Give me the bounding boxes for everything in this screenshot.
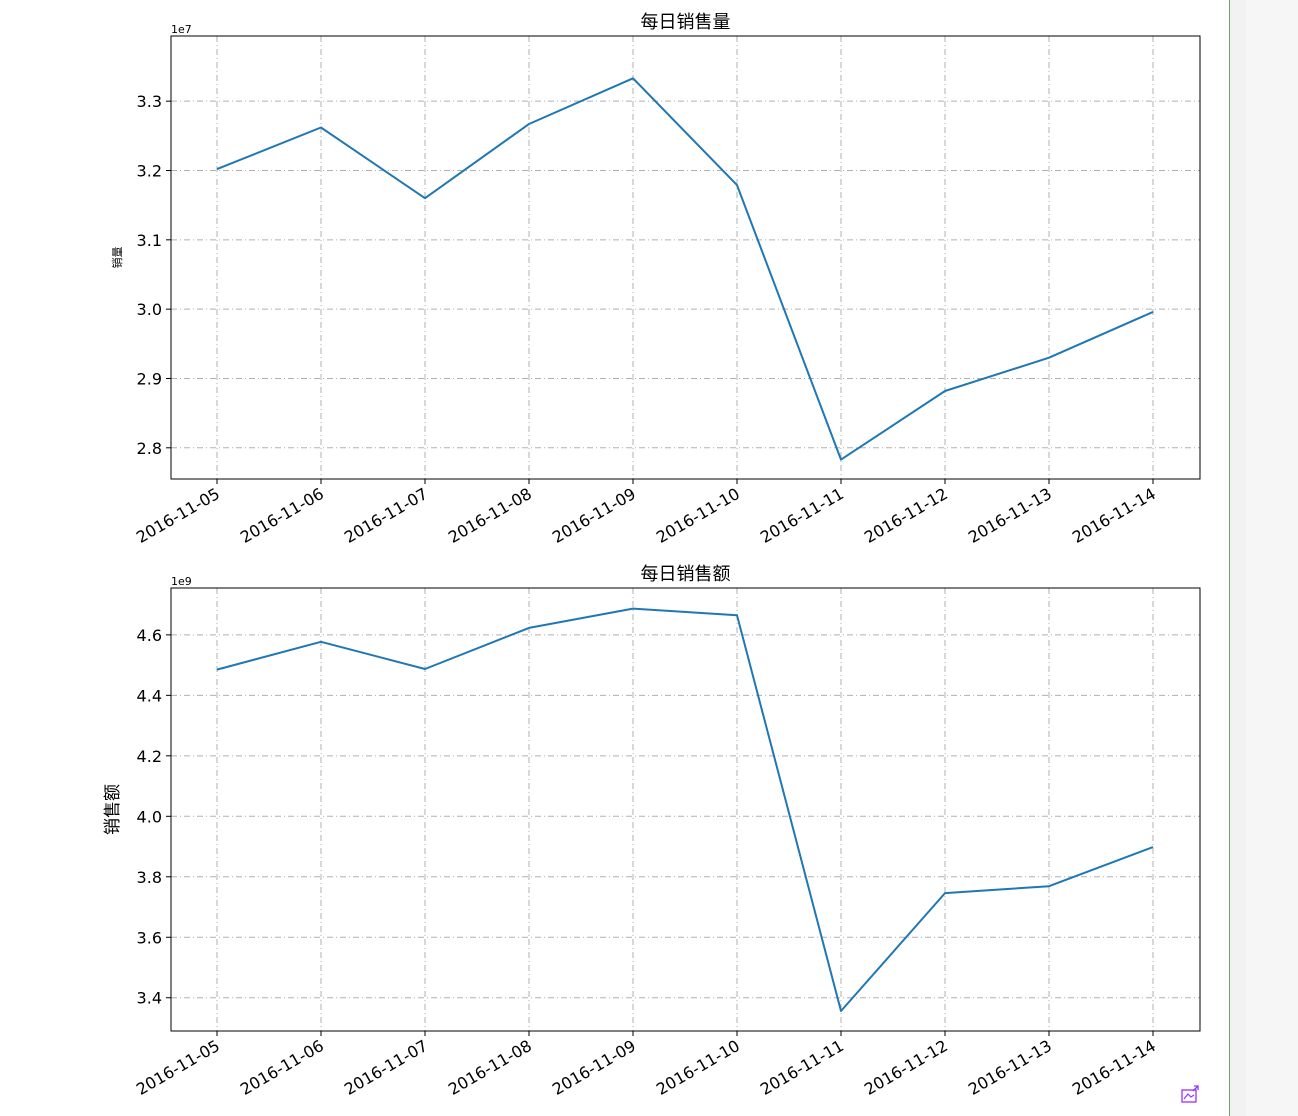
save-icon-arrowhead (1194, 1085, 1199, 1090)
chart1-y-tick-label: 3.0 (137, 300, 162, 319)
save-icon-frame (1181, 1089, 1197, 1103)
chart1-y-tick-label: 3.2 (137, 161, 162, 180)
chart2-y-tick-label: 3.6 (137, 928, 162, 947)
chart2-x-tick-label: 2016-11-12 (861, 1036, 951, 1099)
chart2-x-tick-label: 2016-11-05 (133, 1036, 223, 1099)
chart2-y-tick-label: 3.4 (137, 989, 162, 1008)
chart1-x-tick-label: 2016-11-14 (1069, 484, 1159, 547)
plots-group: 2016-11-05 2016-11-06 2016-11-07 2016-11-08… (103, 12, 1201, 1099)
chart1-x-tick-label: 2016-11-05 (133, 484, 223, 547)
chart2-x-tick-label: 2016-11-14 (1069, 1036, 1159, 1099)
chart1-x-tick-label: 2016-11-07 (341, 484, 431, 547)
chart2-series-line (216, 607, 1154, 1012)
chart2-x-tick-label: 2016-11-10 (653, 1036, 743, 1099)
chart1-x-tick-label: 2016-11-09 (549, 484, 639, 547)
chart2-y-tick-label: 4.6 (137, 626, 162, 645)
chart1-y-axis-label: 销量 (110, 247, 124, 269)
chart1-x-tick-label: 2016-11-10 (653, 484, 743, 547)
chart1-x-tick-label: 2016-11-12 (861, 484, 951, 547)
save-icon-mountain (1183, 1093, 1195, 1100)
right-side-panel-inner (1246, 0, 1298, 1116)
chart2-plot-area (171, 588, 1200, 1031)
chart2-x-tick-label: 2016-11-13 (965, 1036, 1055, 1099)
chart2-x-tick-label: 2016-11-09 (549, 1036, 639, 1099)
chart2-exponent-label: 1e9 (171, 575, 192, 588)
chart1-x-tick-label: 2016-11-06 (237, 484, 327, 547)
chart2-title: 每日销售额 (641, 564, 731, 585)
chart1-x-tick-label: 2016-11-11 (757, 484, 847, 547)
chart2-x-tick-label: 2016-11-06 (237, 1036, 327, 1099)
chart1-y-tick-label: 2.9 (137, 369, 162, 388)
save-image-icon[interactable] (1180, 1085, 1200, 1105)
chart2-x-tick-label: 2016-11-11 (757, 1036, 847, 1099)
chart1-x-tick-label: 2016-11-08 (445, 484, 535, 547)
chart2-y-tick-label: 3.8 (137, 868, 162, 887)
chart1-y-tick-label: 3.3 (137, 92, 162, 111)
chart1-title: 每日销售量 (641, 12, 731, 33)
chart1-series-line (216, 77, 1154, 461)
chart2-y-tick-label: 4.2 (137, 747, 162, 766)
save-image-icon-glyph (1181, 1085, 1199, 1103)
chart1-plot-area (171, 36, 1200, 479)
right-side-panel (1229, 0, 1298, 1116)
chart2-x-tick-label: 2016-11-07 (341, 1036, 431, 1099)
chart1-exponent-label: 1e7 (171, 23, 192, 36)
chart2-x-tick-label: 2016-11-08 (445, 1036, 535, 1099)
chart1-y-tick-label: 3.1 (137, 231, 162, 250)
chart1-x-tick-label: 2016-11-13 (965, 484, 1055, 547)
chart2-y-tick-label: 4.0 (137, 807, 162, 826)
save-icon-arrow (1192, 1085, 1199, 1092)
chart2-y-tick-label: 4.4 (137, 686, 162, 705)
chart2-y-axis-label: 销售额 (103, 784, 123, 835)
chart2-axes-frame (170, 587, 1201, 1032)
chart1-axes-frame (170, 35, 1201, 480)
chart1-y-tick-label: 2.8 (137, 439, 162, 458)
